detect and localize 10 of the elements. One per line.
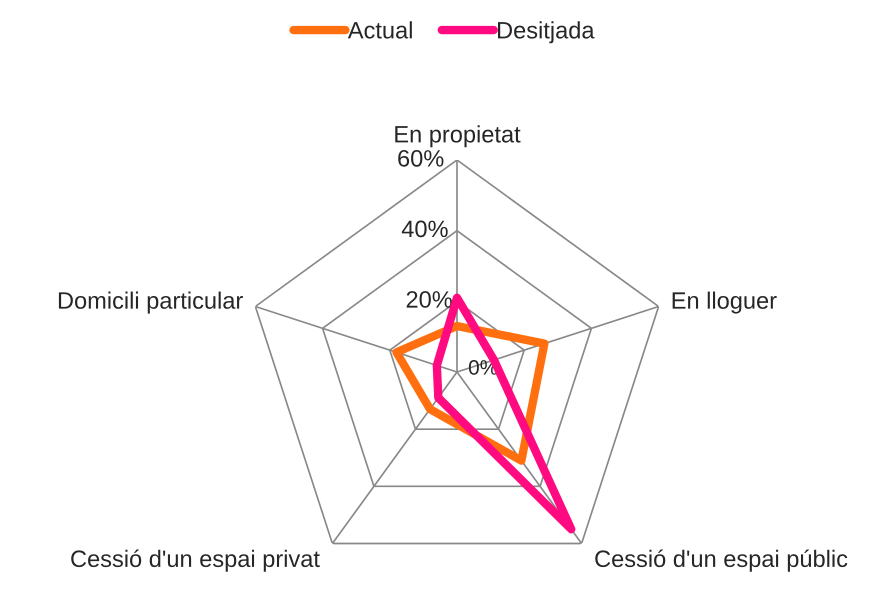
legend-label: Actual — [348, 21, 412, 39]
y-tick-label: 20% — [406, 291, 452, 308]
legend-label: Desitjada — [498, 21, 594, 44]
spoke-label: Domicili particular — [58, 292, 243, 314]
spoke-label: Cessió d'un espai privat — [71, 550, 320, 572]
spoke-label: En lloguer — [672, 292, 777, 314]
y-tick-label: 40% — [402, 220, 448, 238]
spoke-label: Cessió d'un espai públic — [595, 550, 848, 572]
y-tick-label: 60% — [398, 150, 444, 167]
spoke-label: En propietat — [395, 125, 520, 148]
